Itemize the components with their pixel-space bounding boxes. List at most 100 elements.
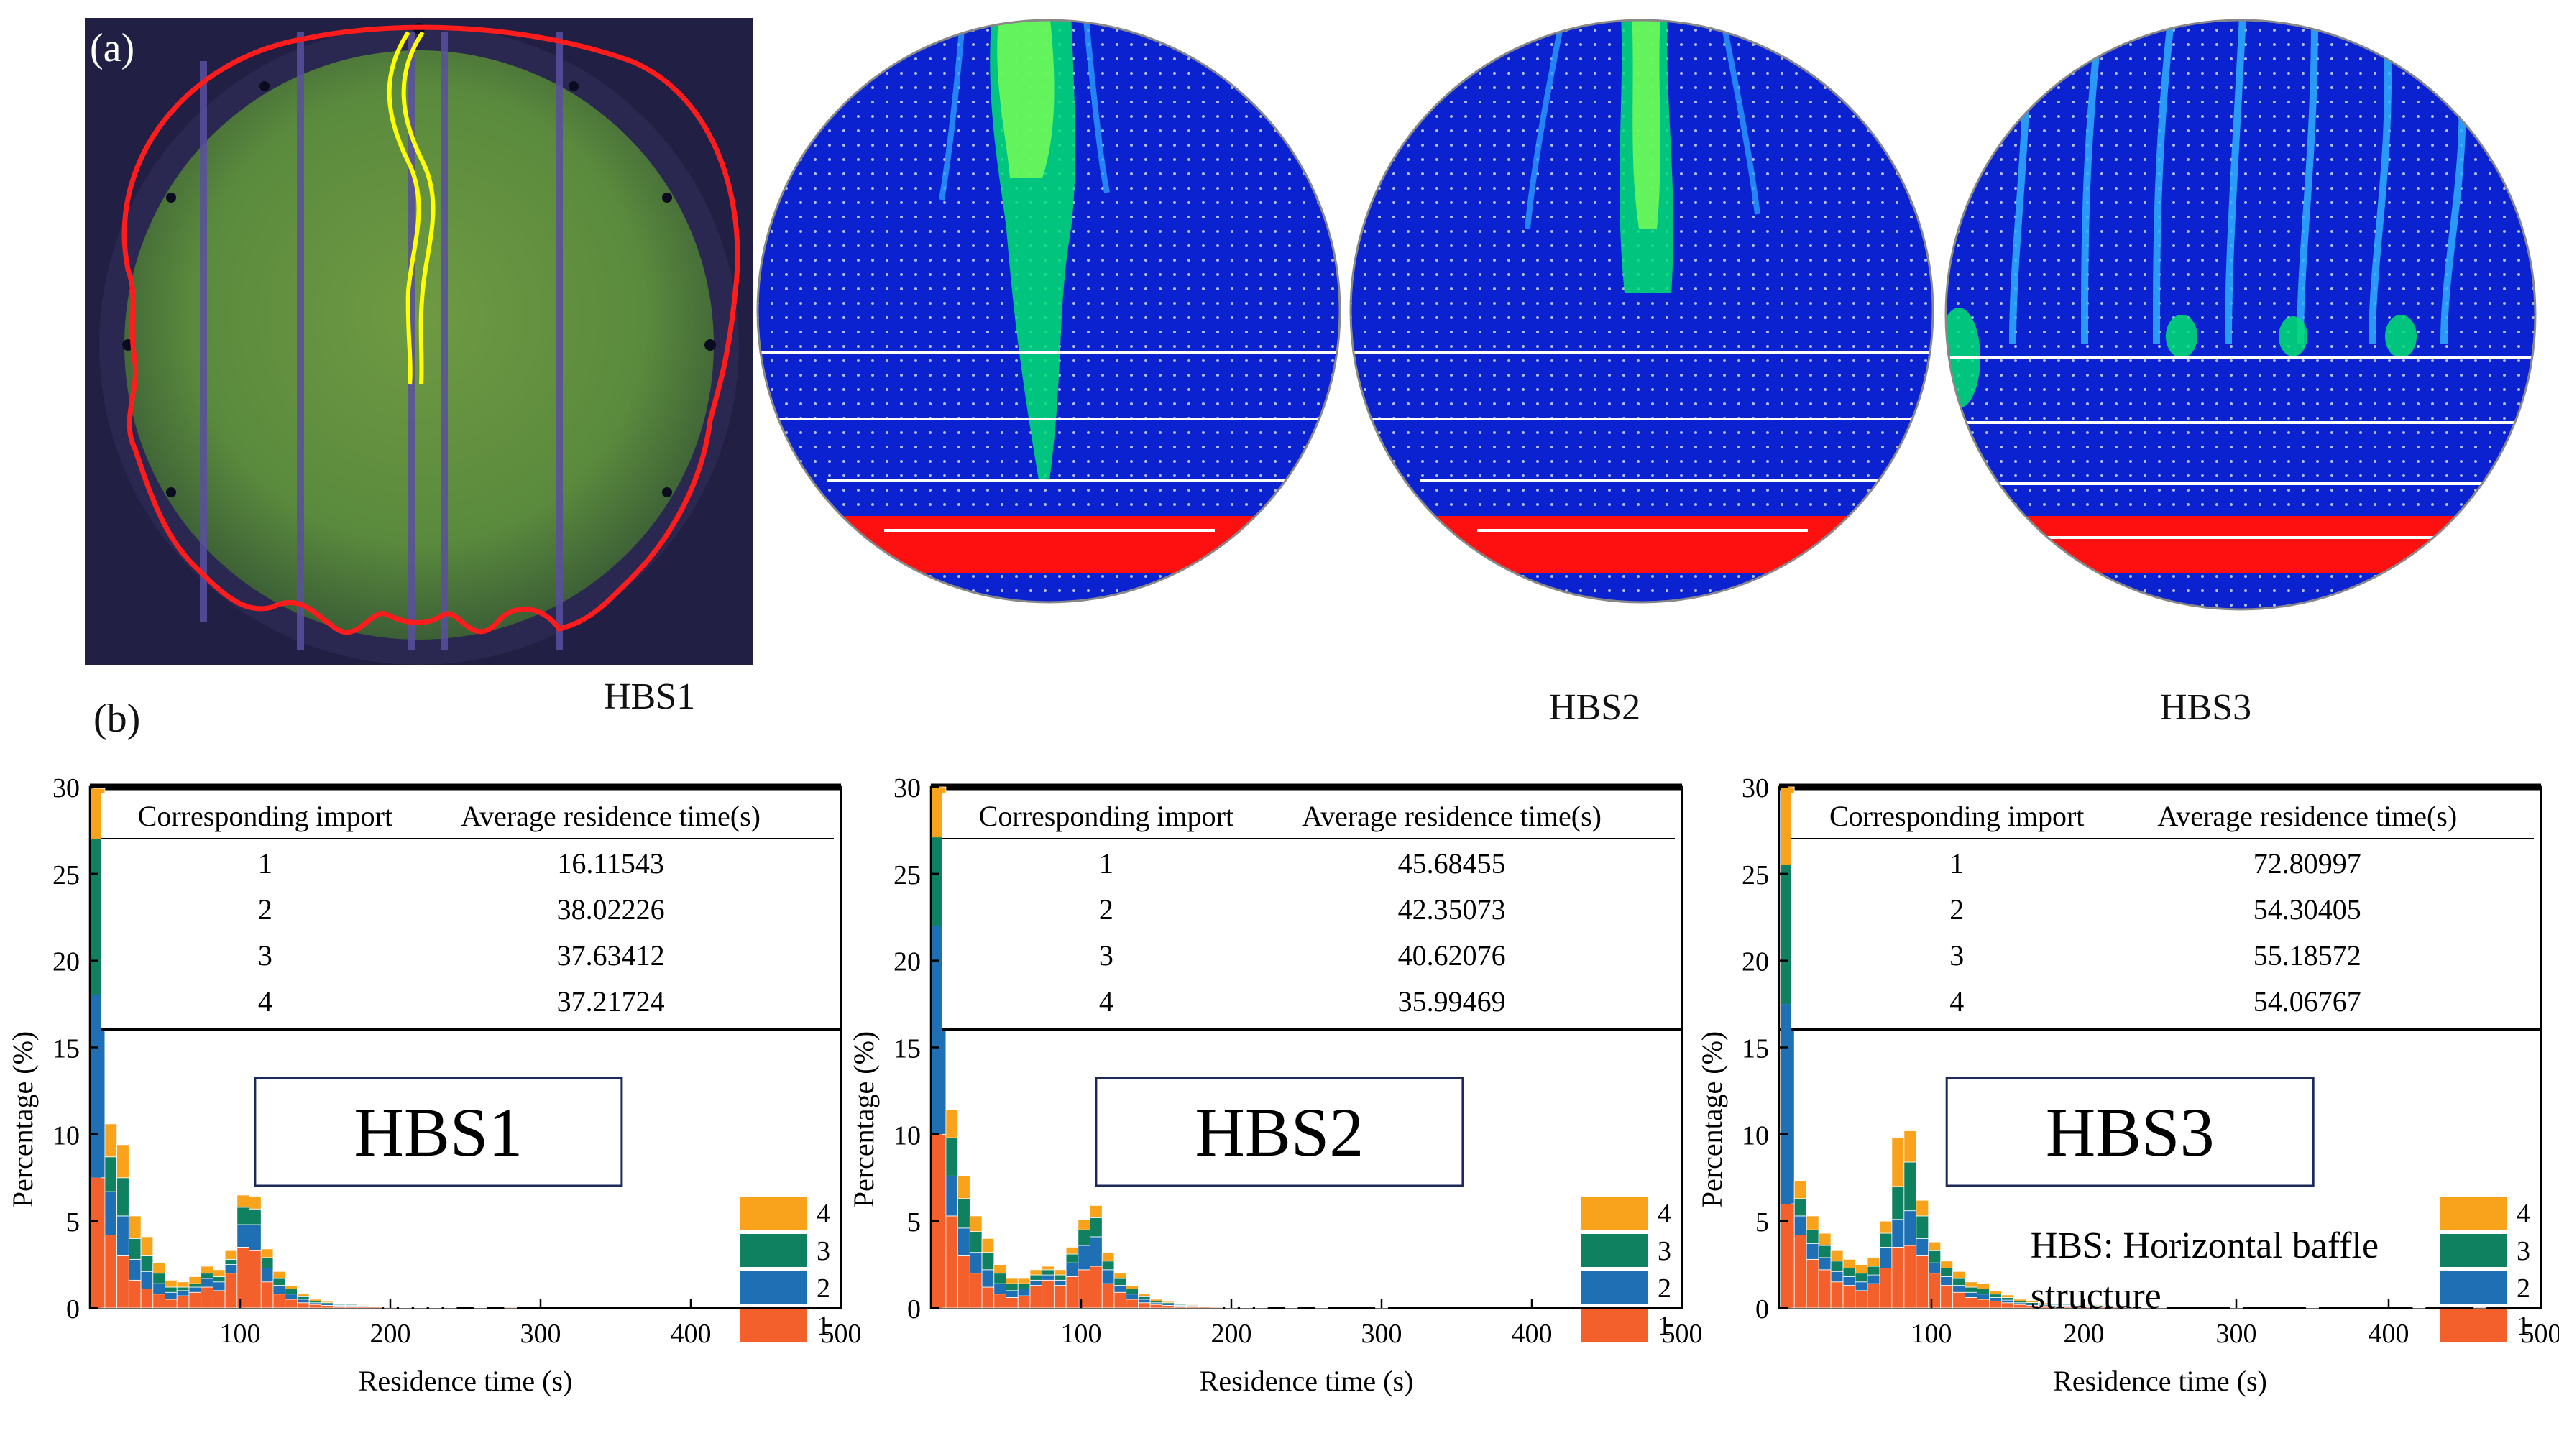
y-tick-label: 10 [52, 1120, 80, 1151]
simulation-hbs3-icon [1944, 19, 2537, 611]
bar-series-2 [1965, 1291, 1978, 1298]
legend-label-1: 1 [817, 1311, 830, 1341]
y-tick-label: 30 [52, 773, 80, 803]
bar-series-1 [1940, 1285, 1954, 1309]
bar-series-4 [2092, 1304, 2106, 1306]
bar-series-4 [104, 1123, 118, 1158]
bar-series-4 [981, 1238, 995, 1253]
bar-series-3 [1928, 1250, 1942, 1263]
bar-series-1 [140, 1289, 154, 1309]
simulation-hbs1-icon [756, 19, 1341, 604]
first-bin-edge-series-4 [932, 787, 942, 838]
bar-series-3 [1891, 1186, 1905, 1220]
x-tick-label: 500 [821, 1319, 862, 1349]
bar-series-2 [1928, 1262, 1942, 1274]
bar-series-4 [1818, 1232, 1832, 1246]
bar-series-2 [945, 1175, 959, 1217]
table-cell-import: 4 [1949, 985, 1964, 1018]
legend-swatch-3 [2440, 1234, 2507, 1267]
chart-title: HBS2 [1195, 1094, 1364, 1171]
bar-series-2 [1029, 1279, 1043, 1286]
legend-label-4: 4 [2517, 1199, 2530, 1229]
bar-series-4 [260, 1248, 274, 1258]
bar-series-4 [1879, 1220, 1893, 1234]
bar-series-3 [1065, 1253, 1079, 1263]
bar-series-4 [1940, 1261, 1954, 1268]
bar-series-2 [236, 1224, 249, 1248]
legend-swatch-4 [740, 1197, 807, 1230]
y-tick-label: 10 [1742, 1120, 1769, 1151]
bar-series-1 [104, 1235, 118, 1309]
bar-series-3 [1916, 1215, 1929, 1239]
y-tick-label: 25 [52, 860, 80, 890]
bar-series-4 [1830, 1250, 1844, 1262]
bar-series-4 [1198, 1304, 1211, 1307]
bar-series-2 [1006, 1290, 1019, 1298]
bar-series-2 [1806, 1243, 1819, 1260]
bar-series-1 [2013, 1304, 2026, 1309]
bar-series-3 [1017, 1283, 1031, 1289]
sim-label-hbs2: HBS2 [1549, 687, 1641, 728]
x-tick-label: 100 [220, 1319, 261, 1349]
bar-series-1 [1952, 1291, 1966, 1309]
legend-swatch-3 [1581, 1234, 1648, 1267]
bar-series-3 [128, 1238, 142, 1260]
bar-series-2 [969, 1252, 983, 1274]
bar-series-4 [1793, 1181, 1807, 1199]
y-tick-label: 20 [52, 947, 80, 977]
bar-series-4 [1989, 1290, 2002, 1295]
bar-series-4 [1065, 1247, 1079, 1255]
table-cell-time: 45.68455 [1398, 847, 1506, 880]
legend-swatch-4 [2440, 1197, 2507, 1230]
bar-series-1 [116, 1255, 129, 1309]
bar-series-3 [1867, 1266, 1880, 1276]
bar-series-4 [1977, 1283, 1990, 1289]
bar-series-1 [1162, 1304, 1175, 1309]
bar-series-1 [321, 1304, 334, 1309]
bar-series-3 [285, 1289, 298, 1295]
first-bin-edge-series-3 [932, 837, 942, 926]
bar-series-2 [1078, 1245, 1090, 1271]
bar-series-1 [2001, 1302, 2014, 1309]
bar-series-4 [357, 1304, 370, 1306]
chart-title-box [1095, 1077, 1464, 1187]
panel-a-label: (a) [90, 26, 135, 70]
bar-series-3 [1903, 1161, 1917, 1212]
simulation-hbs3 [1941, 13, 2541, 617]
table-cell-import: 1 [258, 847, 272, 880]
bar-series-2 [212, 1281, 226, 1291]
bar-series-3 [224, 1258, 238, 1265]
bar-series-1 [272, 1294, 286, 1309]
bar-series-3 [188, 1283, 202, 1288]
bar-series-4 [1916, 1199, 1929, 1217]
bar-series-4 [1017, 1278, 1031, 1284]
bar-series-3 [1101, 1261, 1115, 1271]
bar-series-3 [1078, 1229, 1090, 1246]
bar-series-4 [2001, 1294, 2014, 1298]
legend-label-3: 3 [817, 1236, 830, 1266]
bar-series-2 [1138, 1299, 1151, 1304]
bar-series-1 [1017, 1295, 1031, 1309]
bar-series-4 [1101, 1252, 1115, 1262]
bar-series-4 [369, 1304, 382, 1307]
bar-series-3 [1977, 1289, 1990, 1295]
table-cell-import: 3 [1099, 939, 1113, 972]
table-cell-time: 37.63412 [557, 939, 665, 972]
bar-series-2 [1977, 1294, 1990, 1300]
bar-series-1 [212, 1290, 226, 1309]
bar-series-3 [1113, 1278, 1127, 1286]
bar-series-3 [165, 1286, 178, 1293]
table-cell-time: 35.99469 [1398, 985, 1506, 1018]
table-cell-import: 3 [1949, 939, 1964, 972]
bar-series-1 [297, 1302, 310, 1309]
bar-series-4 [116, 1144, 129, 1179]
bar-series-3 [993, 1273, 1006, 1284]
y-axis-label: Percentage (%) [6, 1031, 39, 1207]
bar-series-3 [1806, 1229, 1819, 1244]
x-tick-label: 100 [1911, 1319, 1952, 1349]
bar-series-2 [1017, 1289, 1031, 1296]
bar-series-4 [1842, 1258, 1856, 1268]
bar-series-2 [104, 1191, 118, 1235]
bar-series-1 [1806, 1258, 1819, 1309]
table-cell-import: 2 [1949, 893, 1964, 926]
